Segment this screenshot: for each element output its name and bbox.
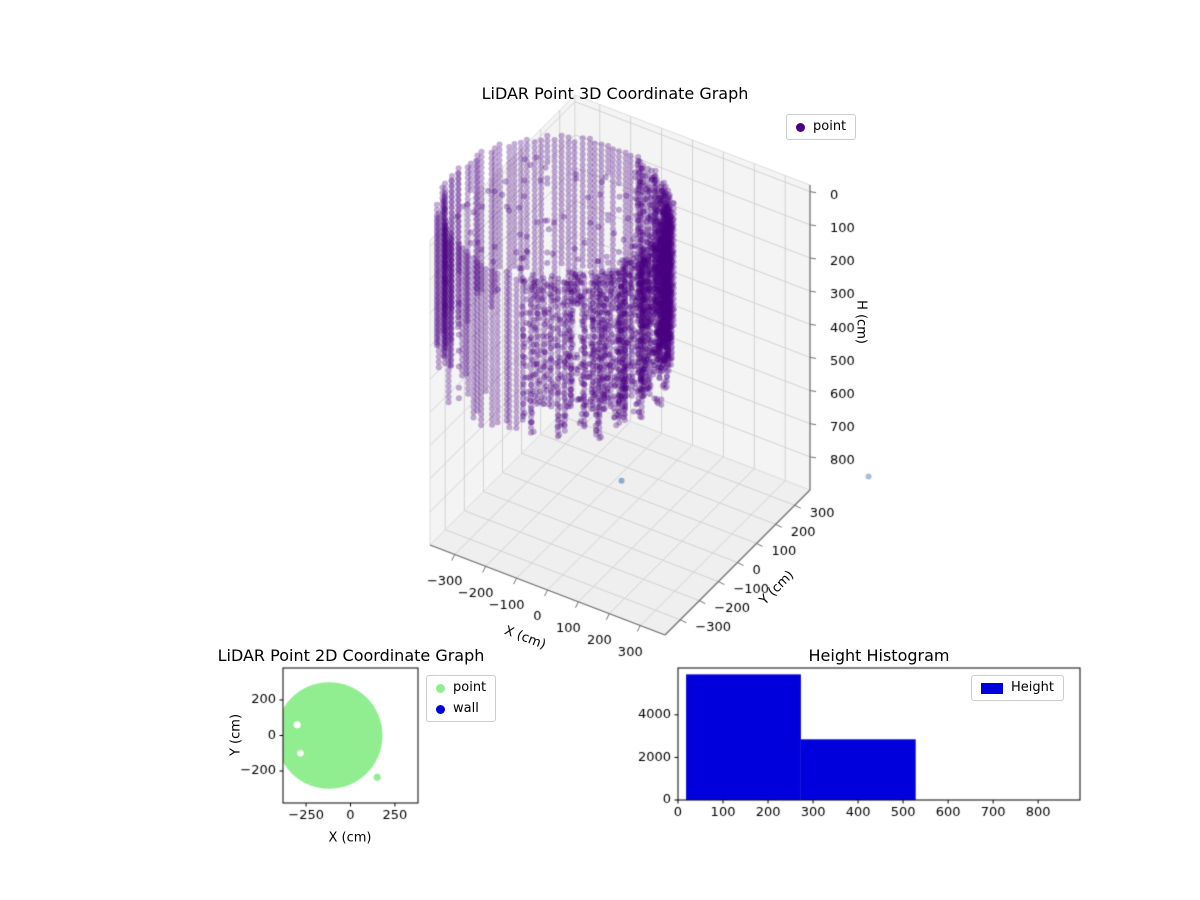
legend-3d: point	[786, 114, 857, 140]
point-marker-icon	[796, 122, 805, 132]
legend-histogram: Height	[971, 675, 1064, 701]
legend-entry-point-3d: point	[796, 119, 846, 135]
x-axis-label-2d: X (cm)	[328, 830, 372, 846]
chart-title-2d: LiDAR Point 2D Coordinate Graph	[217, 646, 485, 665]
legend-label-height: Height	[1011, 680, 1054, 695]
legend-entry-wall-2d: wall	[436, 701, 486, 717]
legend-label-wall-2d: wall	[453, 701, 479, 716]
chart-title-3d: LiDAR Point 3D Coordinate Graph	[481, 84, 749, 103]
legend-label-point-3d: point	[813, 119, 847, 134]
legend-entry-height: Height	[981, 680, 1054, 696]
legend-entry-point-2d: point	[436, 680, 486, 696]
legend-2d: point wall	[426, 675, 497, 722]
h-axis-label-3d: H (cm)	[853, 300, 869, 344]
wall-marker-icon	[436, 704, 445, 714]
y-axis-label-2d: Y (cm)	[228, 713, 244, 757]
height-bar-marker-icon	[981, 682, 1003, 694]
chart-title-histogram: Height Histogram	[808, 646, 950, 665]
point-marker-icon	[436, 683, 445, 693]
legend-label-point-2d: point	[453, 680, 487, 695]
